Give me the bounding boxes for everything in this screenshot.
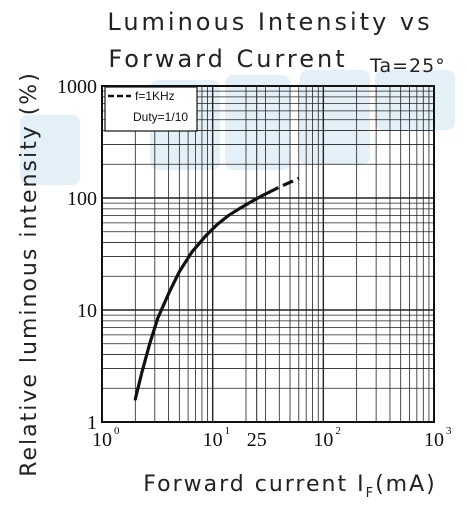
- x-axis-label-main: Forward current I: [143, 472, 365, 497]
- chart-title-line1: Luminous Intensity vs: [107, 8, 432, 36]
- series-line-solid: [133, 190, 271, 401]
- condition-label: Ta=25°: [369, 55, 446, 77]
- chart-title-line2: Forward Current: [108, 45, 347, 73]
- x-axis-label: Forward current IF(mA): [143, 472, 436, 501]
- x-tick-exponent: 3: [446, 425, 452, 437]
- y-tick-label: 1000: [57, 76, 97, 98]
- series: [133, 176, 300, 401]
- y-tick-label: 1: [87, 412, 97, 434]
- x-tick-exponent: 2: [335, 425, 341, 437]
- legend: f=1KHz Duty=1/10: [104, 86, 198, 132]
- y-tick-label: 100: [67, 188, 97, 210]
- x-tick-label: 10: [92, 429, 112, 451]
- y-axis-label: Relative luminous intensity (%): [17, 71, 42, 477]
- grid: [102, 86, 434, 422]
- x-tick-label: 10: [203, 429, 223, 451]
- x-tick-label: 25: [247, 429, 267, 451]
- x-tick-label: 10: [424, 429, 444, 451]
- legend-line2: Duty=1/10: [133, 110, 188, 124]
- y-tick-label: 10: [77, 300, 97, 322]
- series-line-dashed: [267, 176, 300, 194]
- legend-box: [104, 86, 198, 132]
- x-tick-exponent: 0: [114, 425, 120, 437]
- x-axis-label-sub: F: [366, 486, 375, 501]
- legend-line1: f=1KHz: [135, 89, 175, 103]
- x-tick-exponent: 1: [225, 425, 231, 437]
- x-tick-label: 10: [313, 429, 333, 451]
- plot-frame: [101, 85, 435, 423]
- x-axis-label-unit: (mA): [375, 472, 437, 497]
